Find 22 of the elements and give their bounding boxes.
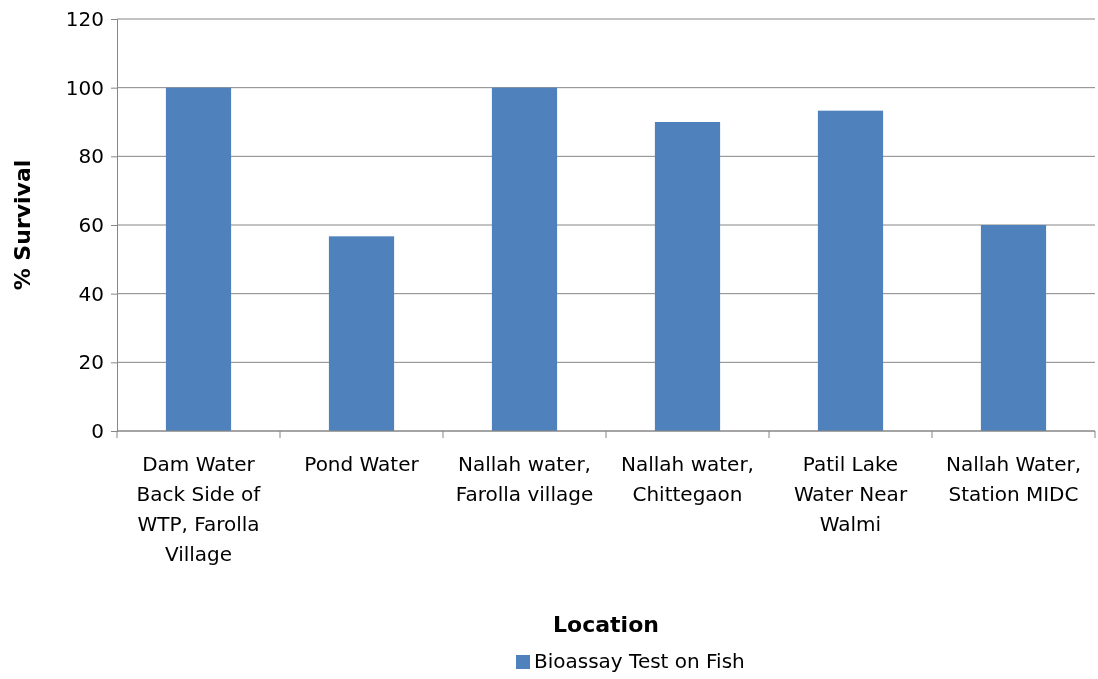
- x-tick-label: Patil Lake Water Near Walmi: [793, 452, 908, 536]
- y-tick-label: 120: [65, 6, 104, 31]
- bar: [654, 122, 721, 431]
- x-tick-label: Nallah water, Chittegaon: [621, 452, 754, 506]
- y-tick-label: 0: [91, 418, 104, 443]
- y-tick-label: 60: [78, 212, 104, 237]
- bar: [980, 225, 1047, 431]
- x-tick-label: Pond Water: [304, 452, 420, 476]
- x-axis-title: Location: [553, 612, 659, 637]
- x-tick-label: Dam Water Back Side of WTP, Farolla Village: [136, 452, 262, 566]
- x-tick-label: Nallah Water, Station MIDC: [945, 452, 1082, 506]
- y-tick-label: 100: [65, 75, 104, 100]
- bar: [165, 87, 232, 431]
- x-tick-label: Nallah water, Farolla village: [455, 452, 594, 506]
- bar: [491, 87, 558, 431]
- y-tick-label: 20: [78, 350, 104, 375]
- y-axis-title: % Survival: [10, 159, 35, 291]
- bar: [817, 110, 884, 431]
- y-tick-label: 80: [78, 144, 104, 169]
- legend-label: Bioassay Test on Fish: [534, 649, 745, 673]
- y-tick-label: 40: [78, 281, 104, 306]
- bar: [328, 236, 395, 431]
